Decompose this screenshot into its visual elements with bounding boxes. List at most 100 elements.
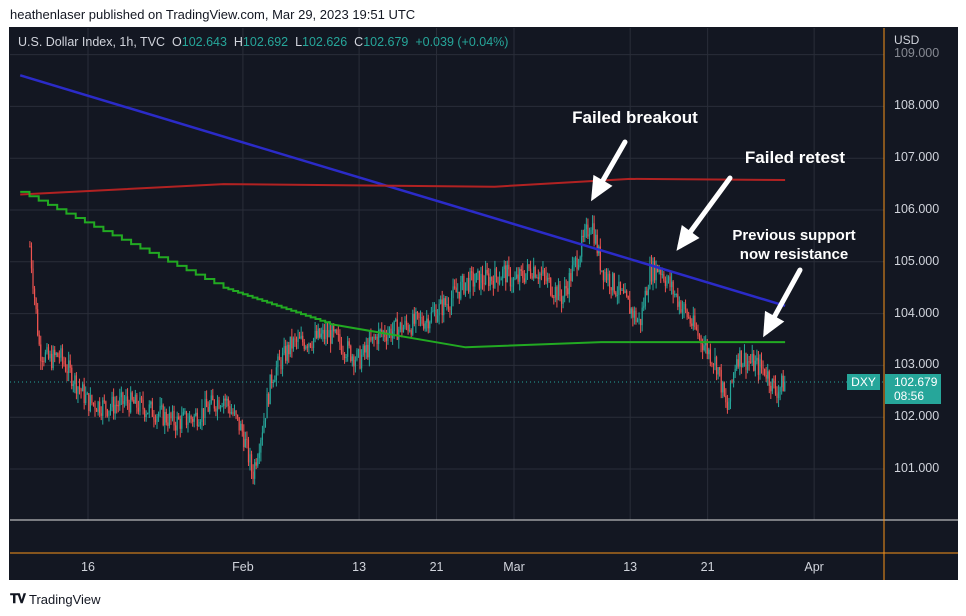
candle-body <box>302 335 304 343</box>
candle-body <box>469 271 471 292</box>
candle-body <box>390 328 392 339</box>
candle-body <box>322 329 324 334</box>
candle-body <box>243 431 245 448</box>
candle-body <box>145 414 147 418</box>
candle-body <box>219 406 222 409</box>
candle-body <box>379 329 381 331</box>
candle-body <box>299 337 301 339</box>
candle-body <box>739 350 741 367</box>
publish-caption: heathenlaser published on TradingView.co… <box>10 7 416 22</box>
candle-body <box>312 338 315 348</box>
y-tick-label: 107.000 <box>894 150 940 165</box>
candle-body <box>272 381 274 384</box>
candle-body <box>142 399 144 410</box>
candle-body <box>514 278 516 280</box>
candle-body <box>415 312 417 324</box>
candle-body <box>102 400 104 416</box>
candle-body <box>230 412 233 414</box>
candle-body <box>370 337 372 341</box>
low-value: 102.626 <box>302 35 348 49</box>
candle-body <box>671 281 673 288</box>
candle-body <box>46 347 48 353</box>
candle-body <box>522 270 524 279</box>
y-tick-label: 109.000 <box>894 46 940 60</box>
candle-body <box>47 347 50 359</box>
candle-body <box>333 325 335 332</box>
candle-body <box>106 409 109 416</box>
symbol-name[interactable]: U.S. Dollar Index, 1h, TVC <box>18 35 166 49</box>
candle-body <box>268 393 270 405</box>
candle-body <box>570 273 572 281</box>
candle-body <box>495 268 498 278</box>
candle-body <box>274 380 276 382</box>
candle-body <box>184 411 186 413</box>
candle-body <box>626 290 628 297</box>
candle-body <box>557 284 560 301</box>
candle-body <box>350 345 352 361</box>
candle-body <box>316 330 318 338</box>
candle-body <box>325 329 327 339</box>
candle-body <box>505 265 507 283</box>
candle-body <box>109 407 112 411</box>
candle-body <box>745 353 747 370</box>
low-label: L <box>295 35 303 49</box>
candle-body <box>667 276 670 281</box>
candle-body <box>288 344 290 355</box>
candle-body <box>516 274 518 279</box>
candle-body <box>492 280 494 289</box>
candle-body <box>774 382 777 394</box>
candle-body <box>560 295 563 304</box>
annotation-text[interactable]: Previous support now resistance <box>732 227 856 263</box>
candle-body <box>91 395 93 403</box>
candle-body <box>590 230 592 235</box>
candle-body <box>526 264 529 274</box>
currency-label[interactable]: USD <box>894 33 920 47</box>
x-tick-label: 21 <box>429 560 444 574</box>
candle-body <box>114 404 116 414</box>
candle-body <box>323 329 326 339</box>
candle-body <box>103 400 105 402</box>
candle-body <box>695 327 698 330</box>
candle-body <box>649 264 651 289</box>
annotation-text[interactable]: Failed breakout <box>572 108 698 127</box>
candle-body <box>454 286 456 288</box>
annotation-text[interactable]: Failed retest <box>744 148 846 167</box>
last-price-badge: 102.679 08:56 <box>885 374 941 404</box>
candle-body <box>257 458 259 466</box>
footer-brand[interactable]: 𝐓𝐕 TradingView <box>10 591 101 607</box>
candle-body <box>252 471 254 479</box>
candle-body <box>684 303 687 310</box>
y-tick-label: 105.000 <box>894 253 940 268</box>
candle-body <box>661 274 663 276</box>
high-value: 102.692 <box>242 35 289 49</box>
candle-body <box>765 375 767 379</box>
candle-body <box>192 418 194 422</box>
candle-body <box>474 282 476 287</box>
candle-body <box>202 408 205 419</box>
candle-body <box>471 271 473 273</box>
x-tick-label: Apr <box>804 560 824 574</box>
candle-body <box>483 282 485 285</box>
candle-body <box>666 280 668 287</box>
candle-body <box>195 412 197 416</box>
candle-body <box>432 310 434 312</box>
candle-body <box>32 268 34 289</box>
candle-body <box>35 297 37 310</box>
candle-body <box>122 392 124 404</box>
candle-body <box>464 282 467 294</box>
candle-body <box>607 273 609 281</box>
arrow-failed-breakout-head <box>591 174 613 202</box>
candle-body <box>167 422 169 426</box>
candle-body <box>314 330 316 339</box>
candle-body <box>61 348 64 361</box>
candle-body <box>426 318 428 323</box>
candle-body <box>399 322 401 330</box>
y-tick-label: 101.000 <box>894 461 940 475</box>
candle-body <box>297 337 299 342</box>
high-label: H <box>233 35 243 49</box>
candle-body <box>596 234 598 254</box>
candle-body <box>193 415 195 422</box>
candle-body <box>41 360 43 362</box>
candle-body <box>88 393 90 411</box>
